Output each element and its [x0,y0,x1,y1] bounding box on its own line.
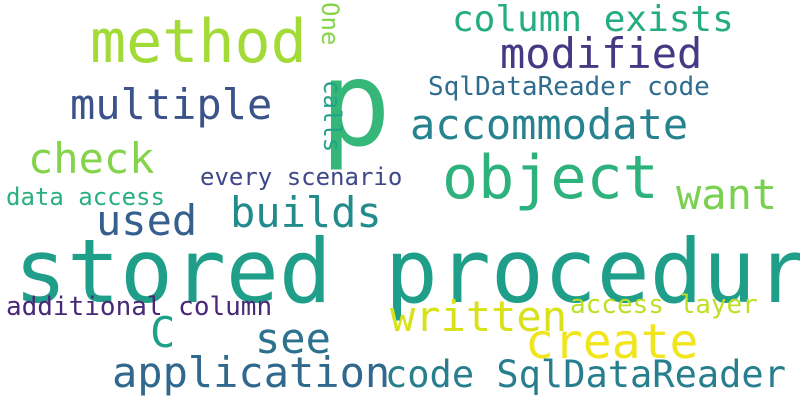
word-want: want [676,170,778,219]
word-builds: builds [230,188,382,237]
word-data-access: data access [6,183,165,211]
word-written: written [390,292,568,341]
word-every-scenario: every scenario [200,163,403,191]
word-sqldatareader-code: SqlDataReader code [428,72,710,102]
word-one: One [316,2,344,46]
word-see: see [255,314,331,363]
word-multiple: multiple [70,80,273,129]
word-object: object [442,143,659,213]
word-access-layer: access layer [570,290,758,320]
word-code-sqldatareader: code SqlDataReader [385,353,786,396]
word-modified: modified [500,29,703,78]
word-column-exists: column exists [452,0,734,40]
word-used: used [96,196,198,245]
word-stored-procedures: stored procedures [14,220,800,323]
word-create: create [525,314,699,370]
word-additional-column: additional column [6,292,273,322]
word-application: application [112,348,391,397]
word-p: p [320,35,392,173]
word-calls: calls [318,80,346,153]
word-c: C [150,308,176,357]
word-method: method [90,7,307,77]
word-check: check [28,134,155,183]
word-accommodate: accommodate [410,100,689,149]
